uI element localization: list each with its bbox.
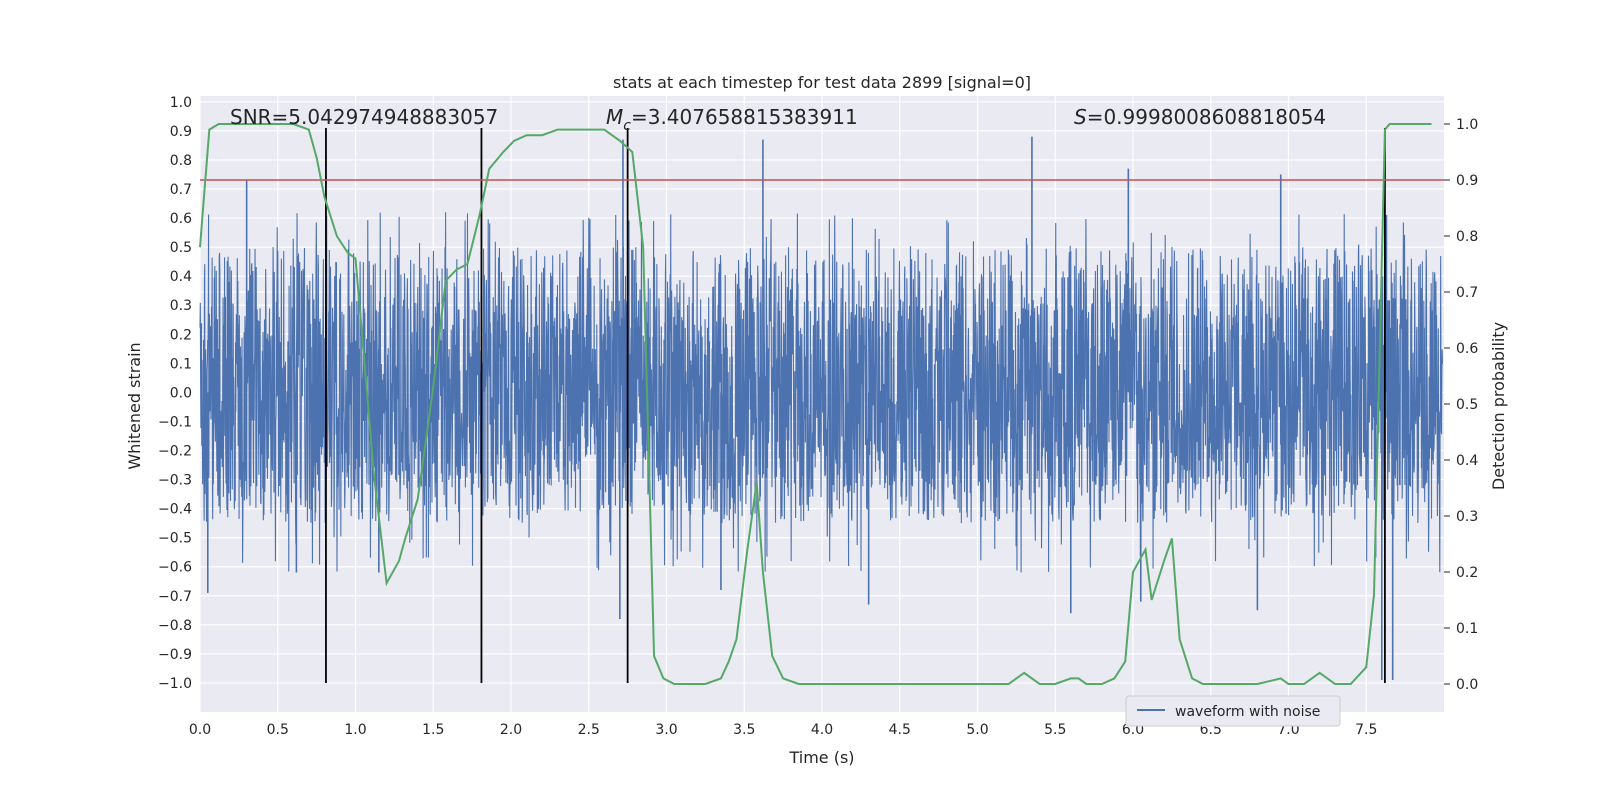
y-tick-label: −1.0 bbox=[158, 676, 192, 692]
y-tick-label: −0.1 bbox=[158, 414, 192, 430]
snr-annotation: SNR=5.042974948883057 bbox=[230, 105, 498, 129]
y2-tick-label: 0.6 bbox=[1456, 341, 1478, 357]
y2-tick-label: 0.2 bbox=[1456, 565, 1478, 581]
score-value: =0.9998008608818054 bbox=[1087, 105, 1326, 129]
chirp-mass-annotation: Mc=3.407658815383911 bbox=[606, 105, 858, 134]
x-tick-label: 5.0 bbox=[966, 722, 988, 738]
y-tick-label: 0.8 bbox=[170, 153, 192, 169]
y-axis-label: Whitened strain bbox=[125, 342, 144, 469]
y-tick-label: −0.9 bbox=[158, 647, 192, 663]
y-tick-label: 0.0 bbox=[170, 385, 192, 401]
score-symbol: S bbox=[1074, 105, 1087, 129]
x-tick-label: 3.0 bbox=[655, 722, 677, 738]
y-tick-label: 0.4 bbox=[170, 269, 192, 285]
y2-axis-ticks: 1.0 0.9 0.8 0.7 0.6 0.5 0.4 0.3 0.2 0.1 0.0 bbox=[1444, 117, 1478, 693]
y-tick-label: 1.0 bbox=[170, 95, 192, 111]
y2-axis-label: Detection probability bbox=[1489, 322, 1508, 490]
probability-line bbox=[199, 123, 1432, 685]
vertical-markers bbox=[325, 127, 1386, 683]
y2-tick-label: 0.0 bbox=[1456, 677, 1478, 693]
x-tick-label: 0.0 bbox=[189, 722, 211, 738]
probability-series bbox=[199, 123, 1432, 685]
x-tick-label: 2.0 bbox=[500, 722, 522, 738]
y2-tick-label: 0.5 bbox=[1456, 397, 1478, 413]
x-tick-label: 5.5 bbox=[1044, 722, 1066, 738]
y-tick-label: −0.8 bbox=[158, 618, 192, 634]
x-axis-ticks: 0.0 0.5 1.0 1.5 2.0 2.5 3.0 3.5 4.0 4.5 5.0 5.5 6.0 6… bbox=[189, 722, 1378, 738]
y2-tick-label: 0.9 bbox=[1456, 173, 1478, 189]
y-axis-ticks: 1.0 0.9 0.8 0.7 0.6 0.5 0.4 0.3 0.2 0.1 0.0 −0.1 −0.… bbox=[158, 95, 192, 692]
y2-tick-label: 0.1 bbox=[1456, 621, 1478, 637]
y-tick-label: −0.6 bbox=[158, 560, 192, 576]
y-tick-label: 0.5 bbox=[170, 240, 192, 256]
legend-box bbox=[1125, 695, 1341, 727]
chirp-mass-symbol: M bbox=[606, 105, 623, 129]
x-tick-label: 2.5 bbox=[578, 722, 600, 738]
y2-tick-label: 0.3 bbox=[1456, 509, 1478, 525]
x-tick-label: 4.5 bbox=[889, 722, 911, 738]
legend: waveform with noise bbox=[1125, 695, 1341, 727]
waveform-line bbox=[199, 212, 1443, 573]
chart-title: stats at each timestep for test data 289… bbox=[613, 73, 1031, 92]
y2-tick-label: 0.8 bbox=[1456, 229, 1478, 245]
x-tick-label: 7.5 bbox=[1355, 722, 1377, 738]
y-tick-label: 0.7 bbox=[170, 182, 192, 198]
y-tick-label: −0.4 bbox=[158, 502, 192, 518]
x-tick-label: 0.5 bbox=[267, 722, 289, 738]
y-tick-label: −0.3 bbox=[158, 473, 192, 489]
legend-label-waveform: waveform with noise bbox=[1175, 704, 1320, 720]
y-tick-label: −0.5 bbox=[158, 531, 192, 547]
y2-tick-label: 0.7 bbox=[1456, 285, 1478, 301]
y-tick-label: −0.7 bbox=[158, 589, 192, 605]
waveform-series bbox=[199, 136, 1443, 681]
y2-tick-label: 1.0 bbox=[1456, 117, 1478, 133]
y2-tick-label: 0.4 bbox=[1456, 453, 1478, 469]
score-annotation: S=0.9998008608818054 bbox=[1074, 105, 1326, 129]
y-tick-label: 0.1 bbox=[170, 356, 192, 372]
y-tick-label: 0.2 bbox=[170, 327, 192, 343]
y-tick-label: 0.3 bbox=[170, 298, 192, 314]
x-tick-label: 3.5 bbox=[733, 722, 755, 738]
y-tick-label: −0.2 bbox=[158, 443, 192, 459]
chirp-mass-value: =3.407658815383911 bbox=[631, 105, 858, 129]
x-tick-label: 1.5 bbox=[422, 722, 444, 738]
x-tick-label: 4.0 bbox=[811, 722, 833, 738]
y-tick-label: 0.6 bbox=[170, 211, 192, 227]
y-tick-label: 0.9 bbox=[170, 124, 192, 140]
x-axis-label: Time (s) bbox=[788, 748, 854, 767]
x-tick-label: 1.0 bbox=[344, 722, 366, 738]
chirp-mass-subscript: c bbox=[623, 118, 631, 134]
